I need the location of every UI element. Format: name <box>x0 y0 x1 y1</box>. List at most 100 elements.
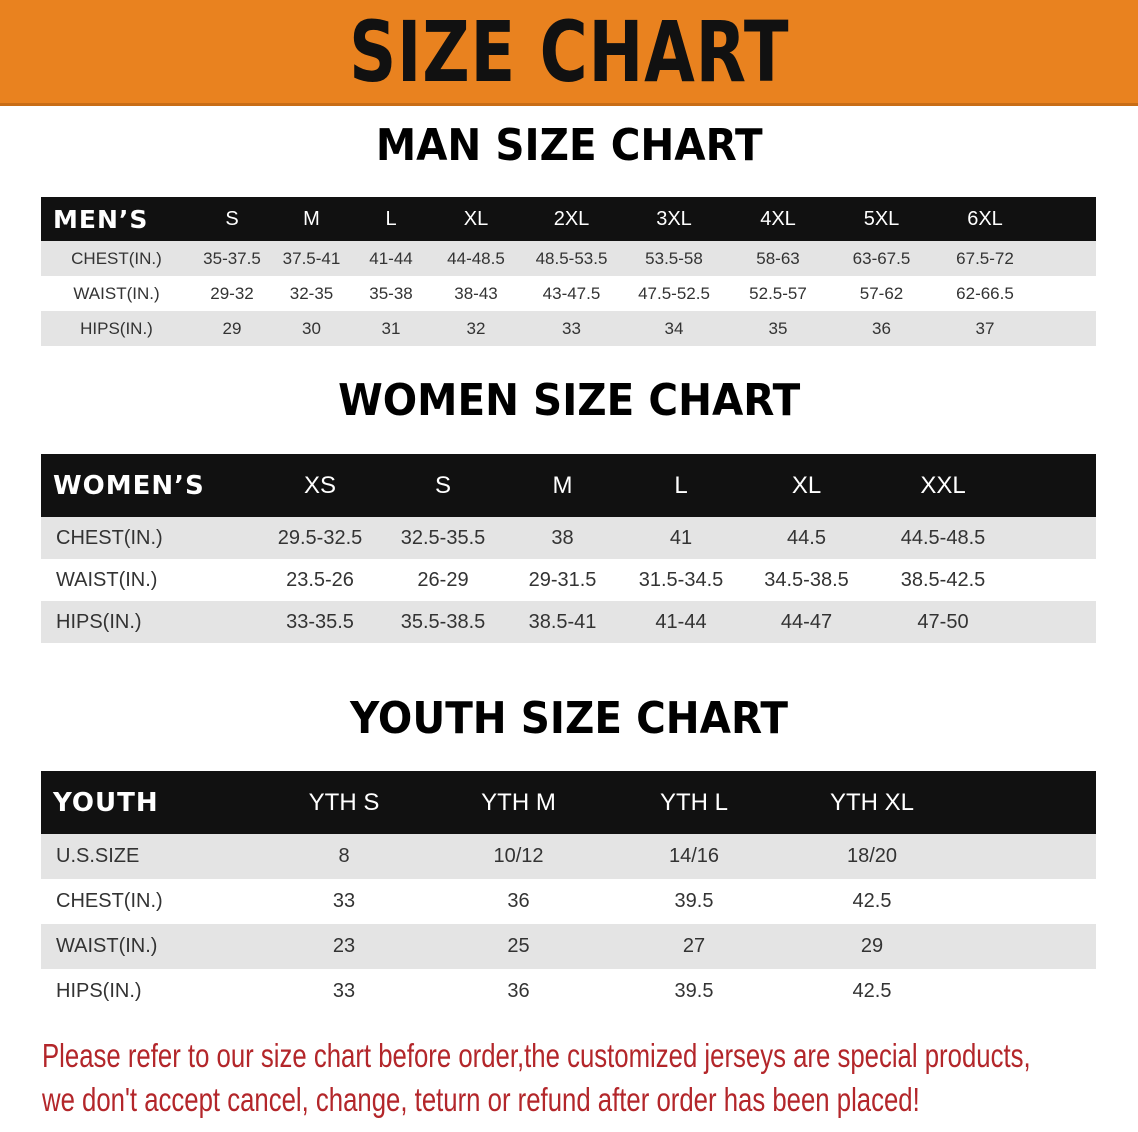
table-cell: 44-48.5 <box>431 241 521 276</box>
header-filler <box>1014 454 1096 517</box>
table-cell: 27 <box>606 924 782 969</box>
table-cell: 33 <box>257 969 431 1014</box>
order-note-line-1: Please refer to our size chart before or… <box>42 1037 1031 1074</box>
table-header-row: YOUTH YTH S YTH M YTH L YTH XL <box>41 771 1096 834</box>
size-chart-banner: SIZE CHART <box>0 0 1138 106</box>
table-cell: 30 <box>272 311 351 346</box>
table-cell: 35-38 <box>351 276 431 311</box>
table-cell: 52.5-57 <box>726 276 830 311</box>
table-cell-filler <box>1014 559 1096 601</box>
header-size: M <box>272 197 351 241</box>
table-cell: 42.5 <box>782 969 962 1014</box>
table-cell: 35.5-38.5 <box>382 601 504 643</box>
header-filler <box>962 771 1096 834</box>
table-cell: 38.5-41 <box>504 601 621 643</box>
table-cell-filler <box>1037 311 1096 346</box>
table-cell: 38.5-42.5 <box>872 559 1014 601</box>
header-size: S <box>192 197 272 241</box>
table-cell: 37 <box>933 311 1037 346</box>
table-header-row: WOMEN’S XS S M L XL XXL <box>41 454 1096 517</box>
table-cell: 32-35 <box>272 276 351 311</box>
table-cell: 32 <box>431 311 521 346</box>
table-cell-filler <box>1037 276 1096 311</box>
women-section-title: WOMEN SIZE CHART <box>337 375 801 426</box>
header-size: 3XL <box>622 197 726 241</box>
table-cell: 41 <box>621 517 741 559</box>
row-label: CHEST(IN.) <box>41 241 192 276</box>
table-row: WAIST(IN.) 23.5-26 26-29 29-31.5 31.5-34.5 34… <box>41 559 1096 601</box>
table-cell: 58-63 <box>726 241 830 276</box>
table-cell: 29 <box>782 924 962 969</box>
table-row: CHEST(IN.) 35-37.5 37.5-41 41-44 44-48.5 48.5… <box>41 241 1096 276</box>
header-label: WOMEN’S <box>41 454 258 517</box>
table-cell: 18/20 <box>782 834 962 879</box>
youth-section-title: YOUTH SIZE CHART <box>350 693 788 744</box>
table-cell: 47-50 <box>872 601 1014 643</box>
header-size: 5XL <box>830 197 933 241</box>
table-cell: 44.5 <box>741 517 872 559</box>
table-cell: 35 <box>726 311 830 346</box>
table-cell: 33-35.5 <box>258 601 382 643</box>
table-cell-filler <box>1014 601 1096 643</box>
table-cell-filler <box>1014 517 1096 559</box>
header-size: M <box>504 454 621 517</box>
youth-size-table: YOUTH YTH S YTH M YTH L YTH XL U.S.SIZE 8 10/1… <box>41 771 1096 1014</box>
table-cell: 42.5 <box>782 879 962 924</box>
table-cell: 35-37.5 <box>192 241 272 276</box>
table-row: CHEST(IN.) 33 36 39.5 42.5 <box>41 879 1096 924</box>
table-cell: 67.5-72 <box>933 241 1037 276</box>
table-cell: 41-44 <box>621 601 741 643</box>
header-size: 2XL <box>521 197 622 241</box>
table-cell: 44-47 <box>741 601 872 643</box>
table-cell: 29 <box>192 311 272 346</box>
table-row: HIPS(IN.) 33 36 39.5 42.5 <box>41 969 1096 1014</box>
header-size: YTH XL <box>782 771 962 834</box>
table-cell: 47.5-52.5 <box>622 276 726 311</box>
table-cell: 31.5-34.5 <box>621 559 741 601</box>
row-label: WAIST(IN.) <box>41 559 258 601</box>
table-cell: 26-29 <box>382 559 504 601</box>
table-cell: 29.5-32.5 <box>258 517 382 559</box>
row-label: WAIST(IN.) <box>41 276 192 311</box>
table-cell: 32.5-35.5 <box>382 517 504 559</box>
table-row: WAIST(IN.) 29-32 32-35 35-38 38-43 43-47.5 47.… <box>41 276 1096 311</box>
table-row: U.S.SIZE 8 10/12 14/16 18/20 <box>41 834 1096 879</box>
banner-title: SIZE CHART <box>348 2 790 101</box>
row-label: WAIST(IN.) <box>41 924 257 969</box>
header-size: XS <box>258 454 382 517</box>
table-cell: 37.5-41 <box>272 241 351 276</box>
table-cell-filler <box>962 924 1096 969</box>
table-cell: 14/16 <box>606 834 782 879</box>
header-size: 4XL <box>726 197 830 241</box>
header-size: YTH S <box>257 771 431 834</box>
row-label: CHEST(IN.) <box>41 517 258 559</box>
table-cell: 63-67.5 <box>830 241 933 276</box>
header-label: YOUTH <box>41 771 257 834</box>
row-label: CHEST(IN.) <box>41 879 257 924</box>
table-cell: 23.5-26 <box>258 559 382 601</box>
table-cell: 41-44 <box>351 241 431 276</box>
table-cell: 38-43 <box>431 276 521 311</box>
header-filler <box>1037 197 1096 241</box>
header-size: 6XL <box>933 197 1037 241</box>
table-cell: 62-66.5 <box>933 276 1037 311</box>
table-cell-filler <box>962 834 1096 879</box>
table-cell: 36 <box>431 879 606 924</box>
women-size-table: WOMEN’S XS S M L XL XXL CHEST(IN.) 29.5-32.5 32.… <box>41 454 1096 643</box>
table-cell: 33 <box>521 311 622 346</box>
header-size: XL <box>741 454 872 517</box>
table-cell: 29-31.5 <box>504 559 621 601</box>
men-size-table: MEN’S S M L XL 2XL 3XL 4XL 5XL 6XL CHEST(IN.) 35-3… <box>41 197 1096 346</box>
table-cell: 44.5-48.5 <box>872 517 1014 559</box>
row-label: HIPS(IN.) <box>41 311 192 346</box>
table-cell: 8 <box>257 834 431 879</box>
table-header-row: MEN’S S M L XL 2XL 3XL 4XL 5XL 6XL <box>41 197 1096 241</box>
table-cell: 57-62 <box>830 276 933 311</box>
table-cell: 33 <box>257 879 431 924</box>
table-cell: 25 <box>431 924 606 969</box>
table-row: CHEST(IN.) 29.5-32.5 32.5-35.5 38 41 44.5 44.5… <box>41 517 1096 559</box>
row-label: HIPS(IN.) <box>41 969 257 1014</box>
table-cell: 10/12 <box>431 834 606 879</box>
table-cell-filler <box>962 879 1096 924</box>
table-row: WAIST(IN.) 23 25 27 29 <box>41 924 1096 969</box>
